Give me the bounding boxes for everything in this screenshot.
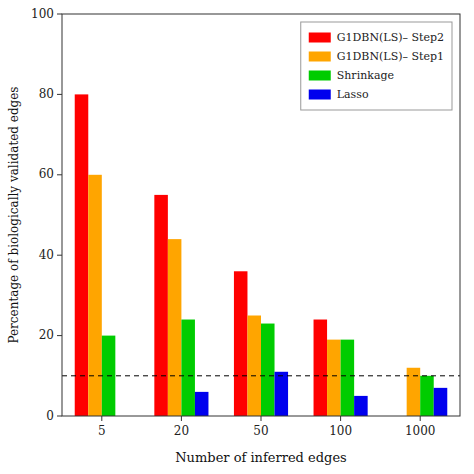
y-tick: [57, 14, 62, 15]
chart: 0 20 40 60 80 100 5 20 50 100 1000 Number of inferr…: [0, 0, 474, 474]
reference-line: [62, 375, 460, 376]
bar: [327, 340, 341, 416]
bar: [168, 239, 182, 416]
bar: [275, 372, 289, 416]
legend-label: Lasso: [337, 88, 369, 101]
bar: [195, 392, 209, 416]
x-tick: [101, 416, 102, 421]
y-tick-label: 100: [31, 7, 54, 21]
bar: [420, 376, 434, 416]
legend-swatch: [309, 90, 331, 100]
legend-label: G1DBN(LS)– Step2: [337, 31, 444, 44]
bar: [234, 271, 248, 416]
bar: [154, 195, 168, 416]
legend-swatch: [309, 52, 331, 62]
y-tick-label: 60: [39, 167, 54, 181]
bar: [407, 368, 421, 416]
bar: [75, 94, 89, 416]
x-tick: [181, 416, 182, 421]
x-tick-label: 5: [98, 424, 106, 438]
y-tick-label: 40: [39, 248, 54, 262]
bar: [354, 396, 368, 416]
y-axis-label: Percentage of biologically validated edg…: [7, 86, 21, 343]
y-tick-label: 0: [46, 409, 54, 423]
y-tick: [57, 255, 62, 256]
bars: [75, 94, 448, 416]
x-tick: [340, 416, 341, 421]
chart-container: 0 20 40 60 80 100 5 20 50 100 1000 Number of inferr…: [0, 0, 474, 474]
legend-swatch: [309, 33, 331, 43]
y-tick: [57, 416, 62, 417]
x-tick: [420, 416, 421, 421]
y-tick-label: 80: [39, 87, 54, 101]
bar: [434, 388, 448, 416]
x-tick-label: 20: [174, 424, 189, 438]
legend-label: G1DBN(LS)– Step1: [337, 50, 444, 63]
x-tick-label: 100: [329, 424, 352, 438]
bar: [181, 320, 195, 416]
bar: [247, 316, 261, 417]
bar: [341, 340, 355, 416]
y-tick: [57, 335, 62, 336]
legend-box: [301, 22, 452, 110]
bar: [88, 175, 102, 416]
x-tick-label: 1000: [405, 424, 436, 438]
y-tick: [57, 174, 62, 175]
x-axis-label: Number of inferred edges: [175, 450, 347, 465]
bar: [261, 324, 275, 416]
plot-frame: [62, 14, 460, 416]
x-tick-label: 50: [253, 424, 268, 438]
y-tick: [57, 94, 62, 95]
bar: [314, 320, 328, 416]
x-tick: [261, 416, 262, 421]
legend: G1DBN(LS)– Step2 G1DBN(LS)– Step1 Shrinkag…: [301, 22, 452, 110]
y-tick-label: 20: [39, 328, 54, 342]
legend-swatch: [309, 71, 331, 81]
legend-label: Shrinkage: [337, 69, 394, 82]
